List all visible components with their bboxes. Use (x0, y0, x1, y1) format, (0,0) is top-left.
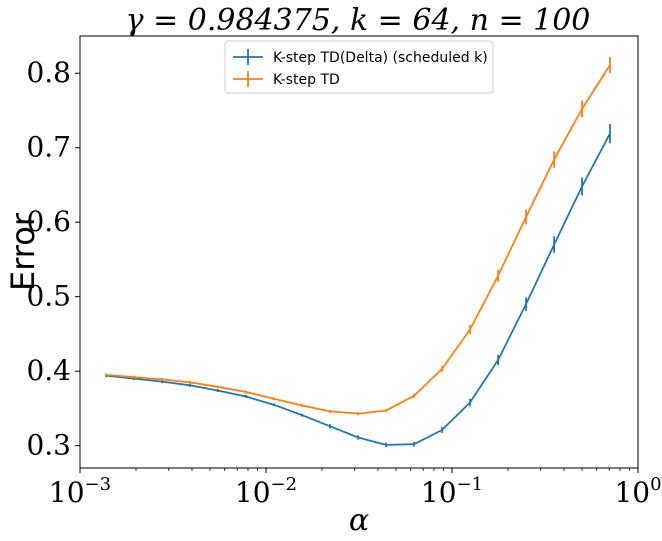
tick-layer: 0.3 0.4 0.5 0.6 0.7 0.8 10−3 10−2 10−1 100 (26, 56, 661, 509)
y-tick-label: 0.7 (26, 131, 71, 164)
x-axis-label: α (349, 503, 369, 538)
x-tick-label: 100 (614, 474, 661, 509)
series-2 (105, 56, 611, 416)
legend-label: K-step TD(Delta) (scheduled k) (273, 50, 488, 66)
x-tick-label: 10−3 (49, 474, 111, 509)
y-tick-label: 0.4 (26, 354, 71, 387)
y-tick-label: 0.8 (26, 56, 71, 89)
series-1 (105, 123, 611, 448)
series-layer (105, 56, 611, 448)
y-tick-label: 0.6 (26, 205, 71, 238)
y-tick-label: 0.5 (26, 280, 71, 313)
x-tick-label: 10−1 (421, 474, 483, 509)
chart-title: γ = 0.984375, k = 64, n = 100 (126, 3, 591, 38)
x-tick-label: 10−2 (235, 474, 297, 509)
legend-box (224, 40, 494, 94)
plot-area (79, 35, 639, 469)
y-tick-label: 0.3 (26, 429, 71, 462)
y-axis-label: Error (4, 212, 42, 291)
legend-label: K-step TD (273, 72, 340, 88)
legend: K-step TD(Delta) (scheduled k) K-step TD (224, 40, 494, 94)
